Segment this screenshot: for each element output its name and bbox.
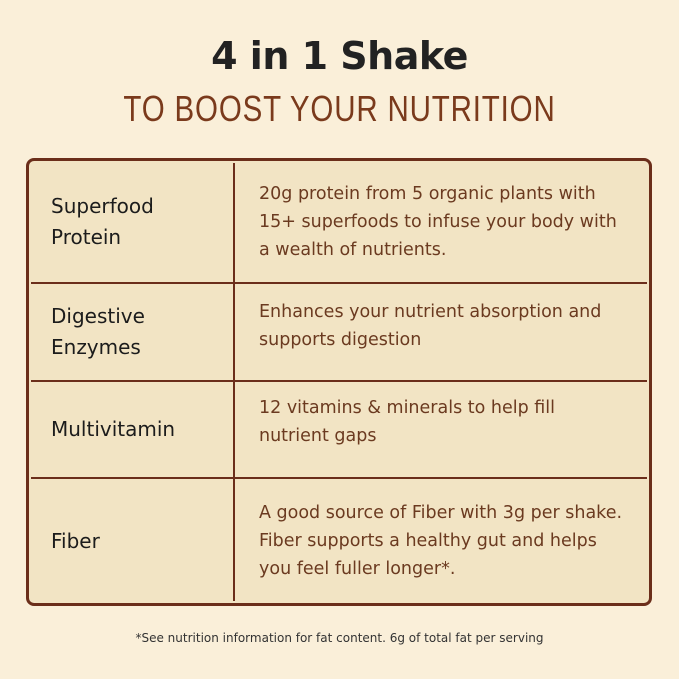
row-name: Multivitamin [51,417,176,441]
table-row: Multivitamin 12 vitamins & minerals to h… [29,382,649,477]
table-row: Fiber A good source of Fiber with 3g per… [29,479,649,603]
column-divider [233,163,235,601]
row-divider [31,477,647,479]
footnote: *See nutrition information for fat conte… [135,631,544,645]
row-divider [31,282,647,284]
row-description: Enhances your nutrient absorption and su… [259,302,602,350]
table-row: Digestive Enzymes Enhances your nutrient… [29,284,649,380]
row-name: Superfood Protein [51,193,154,249]
row-description: 20g protein from 5 organic plants with 1… [259,183,617,260]
row-name: Digestive Enzymes [51,304,145,359]
page-subtitle: TO BOOST YOUR NUTRITION [123,88,556,129]
row-name: Fiber [51,528,100,553]
benefits-table: Superfood Protein 20g protein from 5 org… [26,158,652,606]
row-description: A good source of Fiber with 3g per shake… [259,503,623,579]
table-row: Superfood Protein 20g protein from 5 org… [29,161,649,282]
page-title: 4 in 1 Shake [211,34,468,78]
row-divider [31,380,647,382]
row-description: 12 vitamins & minerals to help fill nutr… [259,398,556,446]
